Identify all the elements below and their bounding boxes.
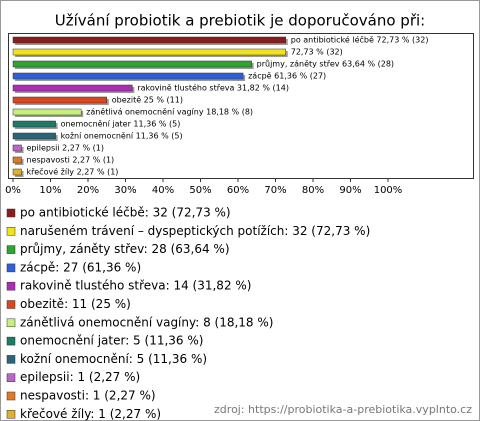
x-tick-label: 60% bbox=[227, 185, 249, 196]
legend-swatch bbox=[6, 208, 16, 218]
legend-swatch bbox=[6, 336, 16, 346]
bar bbox=[12, 144, 22, 152]
value-label-box bbox=[247, 71, 328, 81]
bar bbox=[12, 120, 56, 128]
value-label-box bbox=[25, 166, 120, 177]
bar bbox=[12, 48, 286, 56]
legend-label: zánětlivá onemocnění vagíny: 8 (18,18 %) bbox=[20, 315, 273, 329]
bar bbox=[12, 36, 286, 44]
value-label: onemocnění jater 11,36 % (5) bbox=[61, 120, 181, 129]
legend-label: epilepsii: 1 (2,27 %) bbox=[20, 370, 140, 384]
x-tick-label: 70% bbox=[264, 185, 286, 196]
bar bbox=[12, 84, 133, 92]
legend-label: rakovině tlustého střeva: 14 (31,82 %) bbox=[20, 279, 251, 293]
x-tick-label: 100% bbox=[374, 185, 403, 196]
legend-swatch bbox=[6, 281, 16, 291]
value-label: zácpě 61,36 % (27) bbox=[248, 72, 326, 81]
value-label: obezitě 25 % (11) bbox=[112, 96, 183, 105]
value-label: průjmy, záněty střev 63,64 % (28) bbox=[257, 59, 394, 69]
legend-label: průjmy, záněty střev: 28 (63,64 %) bbox=[20, 242, 230, 256]
value-label-box bbox=[136, 82, 290, 93]
legend-swatch bbox=[6, 373, 16, 382]
x-tick-label: 0% bbox=[5, 185, 21, 196]
bar bbox=[12, 132, 56, 140]
legend-label: po antibiotické léčbě: 32 (72,73 %) bbox=[20, 206, 231, 220]
legend-label: kožní onemocnění: 5 (11,36 %) bbox=[20, 352, 207, 366]
value-label-box bbox=[289, 34, 430, 45]
legend-swatch bbox=[6, 318, 16, 328]
value-label: po antibiotické léčbě 72,73 % (32) bbox=[291, 35, 429, 45]
source: zdroj: https://probiotika-a-prebiotika.v… bbox=[214, 403, 472, 416]
bar bbox=[12, 168, 22, 176]
legend-label: nespavosti: 1 (2,27 %) bbox=[20, 389, 156, 403]
value-label: kožní onemocnění 11,36 % (5) bbox=[61, 132, 183, 141]
legend-swatch bbox=[6, 227, 16, 236]
bar bbox=[12, 96, 107, 104]
value-label: epilepsii 2,27 % (1) bbox=[27, 144, 104, 153]
value-label-box bbox=[59, 131, 184, 141]
bar bbox=[12, 108, 82, 116]
x-tick-label: 40% bbox=[152, 185, 174, 196]
value-label: křečové žíly 2,27 % (1) bbox=[27, 167, 119, 177]
value-label: nespavosti 2,27 % (1) bbox=[27, 156, 115, 165]
value-label-box bbox=[110, 95, 184, 105]
value-label-box bbox=[289, 47, 344, 57]
bar bbox=[12, 60, 252, 68]
x-tick-label: 80% bbox=[302, 185, 324, 196]
legend-label: onemocnění jater: 5 (11,36 %) bbox=[20, 334, 203, 348]
plot-area bbox=[8, 33, 474, 179]
value-label-box bbox=[59, 119, 182, 129]
legend-swatch bbox=[6, 300, 16, 309]
legend-swatch bbox=[6, 410, 16, 419]
value-label: zánětlivá onemocnění vagíny 18,18 % (8) bbox=[86, 108, 253, 117]
x-tick-label: 50% bbox=[189, 185, 211, 196]
legend-label: obezitě: 11 (25 %) bbox=[20, 297, 131, 311]
bar bbox=[12, 156, 22, 164]
x-tick-label: 10% bbox=[39, 185, 61, 196]
x-tick-label: 30% bbox=[114, 185, 136, 196]
value-label-box bbox=[85, 107, 255, 117]
legend-label: zácpě: 27 (61,36 %) bbox=[20, 260, 141, 274]
legend-swatch bbox=[6, 263, 16, 273]
bar bbox=[12, 72, 244, 80]
value-label-box bbox=[255, 58, 396, 69]
chart-title: Užívání probiotik a prebiotik je doporuč… bbox=[55, 12, 425, 30]
legend-label: křečové žíly: 1 (2,27 %) bbox=[20, 407, 161, 421]
legend-label: narušeném trávení – dyspeptických potíží… bbox=[20, 224, 370, 238]
legend-swatch bbox=[6, 391, 16, 401]
value-label-box bbox=[25, 143, 105, 153]
x-tick-label: 90% bbox=[339, 185, 361, 196]
legend-swatch bbox=[6, 355, 16, 364]
value-label-box bbox=[25, 155, 116, 165]
x-tick-label: 20% bbox=[77, 185, 99, 196]
legend-swatch bbox=[6, 245, 16, 254]
value-label: rakovině tlustého střeva 31,82 % (14) bbox=[137, 83, 289, 93]
value-label: 72,73 % (32) bbox=[291, 48, 343, 57]
